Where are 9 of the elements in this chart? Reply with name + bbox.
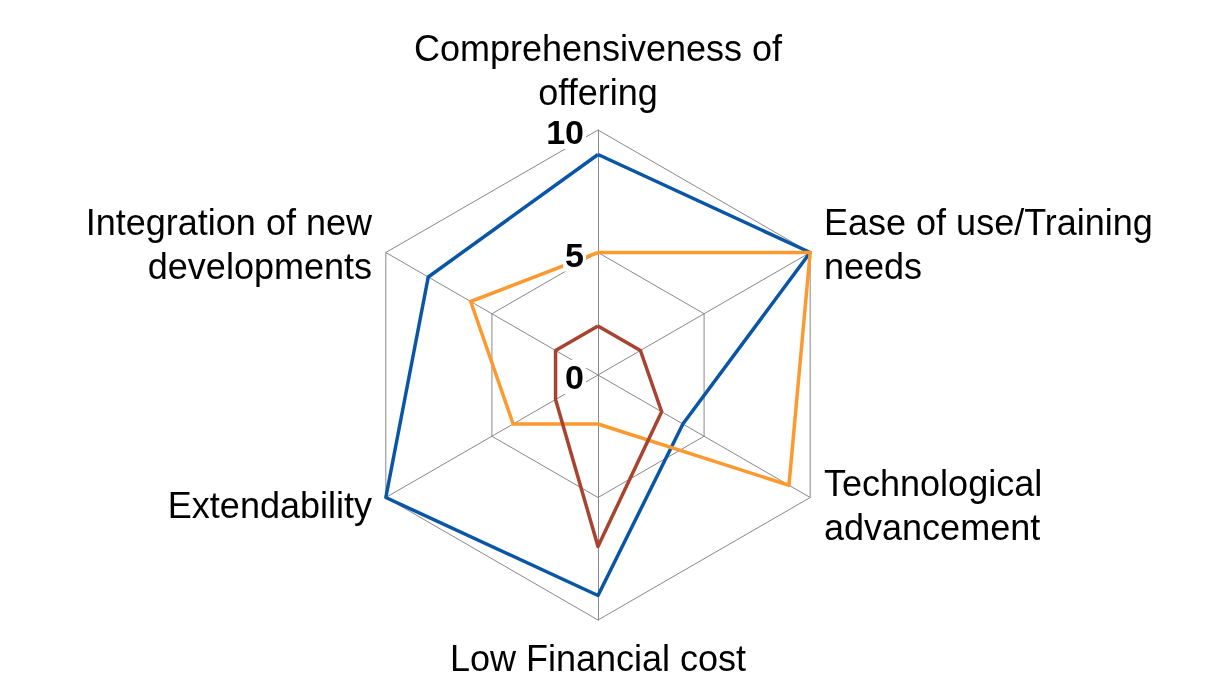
spoke-label: Technological advancement bbox=[824, 463, 1043, 548]
spoke-label: Low Financial cost bbox=[449, 637, 747, 679]
y-tick-label: 0 bbox=[565, 358, 584, 396]
spoke-label: Comprehensiveness of offering bbox=[413, 27, 784, 113]
spoke-label: Integration of new developments bbox=[85, 202, 373, 287]
y-tick-label: 10 bbox=[546, 113, 584, 151]
spoke-label: Extendability bbox=[167, 485, 372, 526]
y-tick-label: 5 bbox=[565, 235, 584, 274]
spoke-label: Ease of use/Training needs bbox=[824, 202, 1153, 287]
